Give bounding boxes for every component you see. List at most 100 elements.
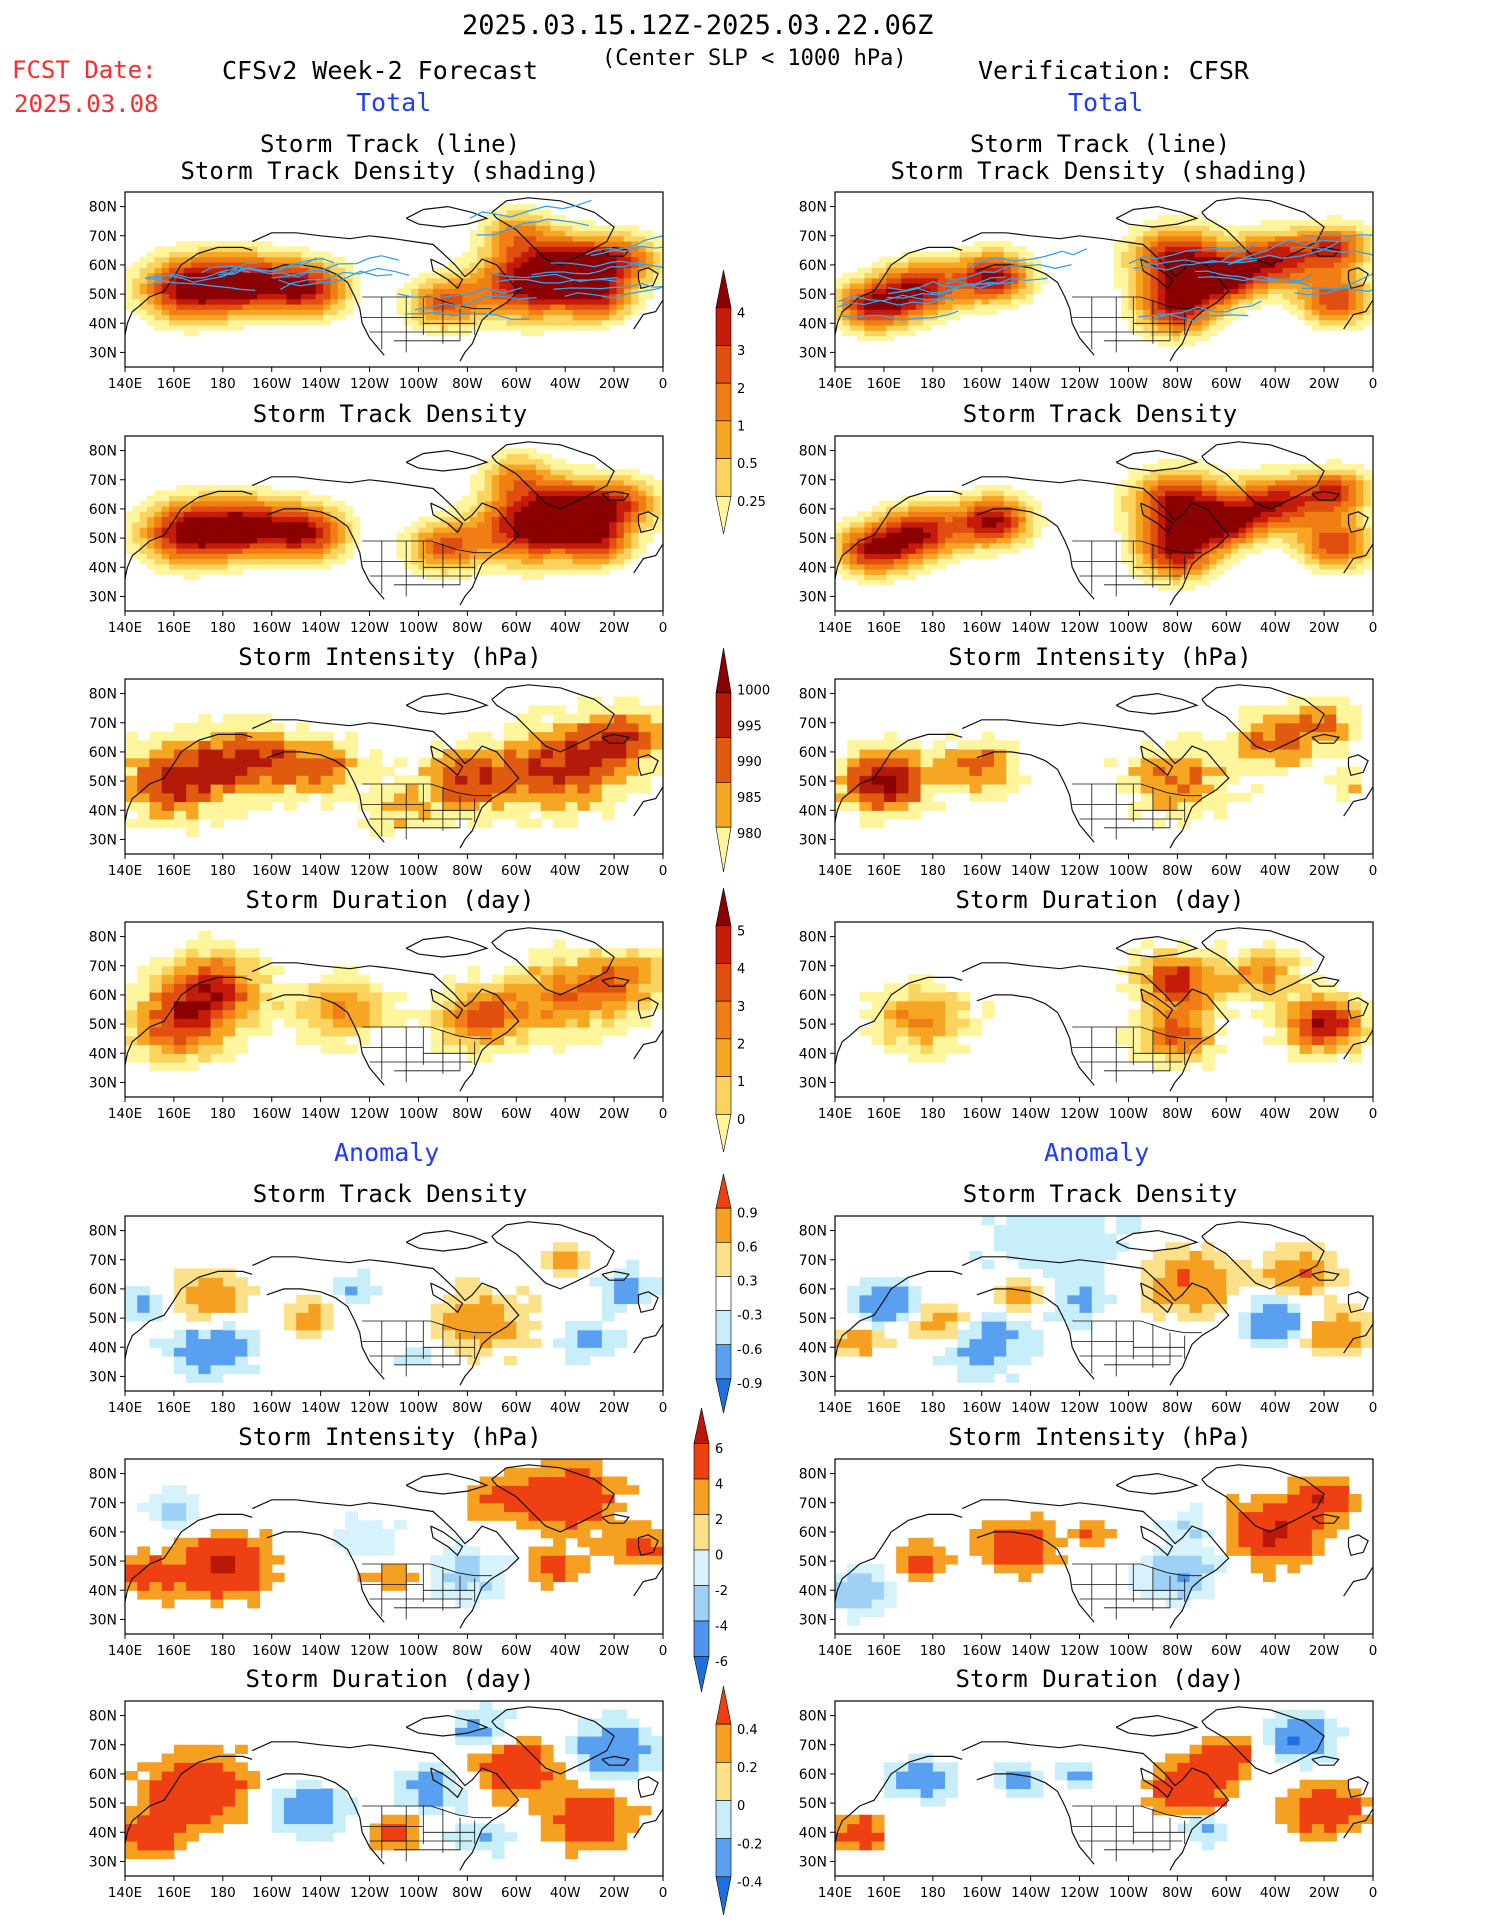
- lat-tick-label: 50N: [799, 287, 827, 303]
- lon-tick-label: 100W: [399, 863, 438, 879]
- lon-tick-label: 140E: [108, 863, 142, 879]
- lon-tick-label: 80W: [452, 1643, 483, 1659]
- lon-tick-label: 40W: [550, 376, 581, 392]
- lat-tick-label: 40N: [89, 1046, 117, 1062]
- lon-tick-label: 120W: [1060, 1643, 1099, 1659]
- lat-tick-label: 60N: [799, 258, 827, 274]
- lon-tick-label: 60W: [501, 1106, 532, 1122]
- lon-tick-label: 80W: [1162, 863, 1193, 879]
- lat-tick-label: 40N: [799, 1825, 827, 1841]
- colorbar-tick-label: 980: [737, 827, 762, 842]
- lon-tick-label: 140W: [301, 1885, 340, 1901]
- lon-tick-label: 140E: [108, 1885, 142, 1901]
- lon-tick-label: 140W: [1011, 863, 1050, 879]
- lat-tick-label: 80N: [799, 687, 827, 703]
- title-left-track-line: Storm Track (line): [259, 130, 521, 158]
- lat-tick-label: 40N: [89, 560, 117, 576]
- colorbar-tick-label: 0: [715, 1548, 723, 1563]
- period-title: 2025.03.15.12Z-2025.03.22.06Z: [462, 10, 934, 41]
- lat-tick-label: 70N: [799, 716, 827, 732]
- lon-tick-label: 100W: [399, 1106, 438, 1122]
- lat-tick-label: 40N: [799, 1583, 827, 1599]
- lat-tick-label: 60N: [89, 988, 117, 1004]
- lat-tick-label: 30N: [799, 1612, 827, 1628]
- colorbar-tick-label: 2: [715, 1513, 723, 1528]
- colorbar-anomaly-intensity: 6 4 2 0 -2 -4 -6: [693, 1407, 728, 1693]
- lon-tick-label: 60W: [1211, 376, 1242, 392]
- colorbar-tick-label: 2: [737, 382, 745, 397]
- lon-tick-label: 40W: [550, 863, 581, 879]
- lat-tick-label: 70N: [799, 1738, 827, 1754]
- lat-tick-label: 30N: [89, 1369, 117, 1385]
- lon-tick-label: 100W: [399, 620, 438, 636]
- lat-tick-label: 60N: [89, 1525, 117, 1541]
- lat-tick-label: 80N: [799, 1224, 827, 1240]
- lon-tick-label: 80W: [452, 1400, 483, 1416]
- lat-tick-label: 40N: [89, 316, 117, 332]
- lon-tick-label: 100W: [1109, 1885, 1148, 1901]
- left-anomaly-label: Anomaly: [334, 1138, 440, 1167]
- lat-tick-label: 30N: [89, 589, 117, 605]
- lon-tick-label: 60W: [501, 863, 532, 879]
- lon-tick-label: 20W: [599, 863, 630, 879]
- colorbar-tick-label: 0.5: [737, 457, 758, 472]
- colorbar-tick-label: 5: [737, 924, 745, 939]
- lon-tick-label: 20W: [1309, 863, 1340, 879]
- lon-tick-label: 140E: [818, 376, 852, 392]
- lat-tick-label: 80N: [89, 200, 117, 216]
- colorbar-tick-label: -6: [715, 1655, 728, 1670]
- lon-tick-label: 0: [659, 1106, 668, 1122]
- lon-tick-label: 120W: [350, 620, 389, 636]
- colorbar-tick-label: 990: [737, 755, 762, 770]
- lat-tick-label: 80N: [89, 444, 117, 460]
- lon-tick-label: 20W: [1309, 1400, 1340, 1416]
- lat-tick-label: 80N: [799, 1467, 827, 1483]
- lat-tick-label: 30N: [89, 1075, 117, 1091]
- title-right-density-anom: Storm Track Density: [962, 1180, 1238, 1208]
- lon-tick-label: 40W: [1260, 1400, 1291, 1416]
- lon-tick-label: 20W: [599, 1400, 630, 1416]
- colorbar-tick-label: 0.2: [737, 1761, 758, 1776]
- lon-tick-label: 180: [210, 1400, 236, 1416]
- lon-tick-label: 140W: [1011, 620, 1050, 636]
- lon-tick-label: 160E: [157, 1400, 191, 1416]
- lat-tick-label: 50N: [89, 1796, 117, 1812]
- map-forecast-density-anomaly: 80N 70N 60N 50N 40N 30N 140E 160E 180 160W 140W 120…: [89, 1215, 667, 1416]
- title-right-intensity: Storm Intensity (hPa): [948, 643, 1252, 671]
- lon-tick-label: 180: [920, 620, 946, 636]
- lon-tick-label: 180: [210, 863, 236, 879]
- lat-tick-label: 80N: [799, 444, 827, 460]
- lat-tick-label: 80N: [89, 687, 117, 703]
- colorbar-tick-label: 0: [737, 1799, 745, 1814]
- lat-tick-label: 70N: [89, 1496, 117, 1512]
- lon-tick-label: 120W: [350, 863, 389, 879]
- lon-tick-label: 120W: [1060, 1400, 1099, 1416]
- lat-tick-label: 80N: [799, 1709, 827, 1725]
- lon-tick-label: 140W: [301, 376, 340, 392]
- title-right-track-line: Storm Track (line): [969, 130, 1231, 158]
- lon-tick-label: 140E: [108, 620, 142, 636]
- colorbar-total-duration: 5 4 3 2 1 0: [715, 887, 745, 1153]
- title-left-intensity-anom: Storm Intensity (hPa): [238, 1423, 542, 1451]
- map-verification-density-anomaly: 80N 70N 60N 50N 40N 30N 140E 160E 180 160W 140W 120…: [799, 1215, 1377, 1416]
- lon-tick-label: 180: [920, 1643, 946, 1659]
- lon-tick-label: 0: [1369, 1643, 1378, 1659]
- title-left-duration-anom: Storm Duration (day): [245, 1665, 535, 1693]
- lat-tick-label: 70N: [799, 1496, 827, 1512]
- title-right-density: Storm Track Density: [962, 400, 1238, 428]
- lon-tick-label: 120W: [1060, 863, 1099, 879]
- lon-tick-label: 20W: [1309, 376, 1340, 392]
- lat-tick-label: 70N: [799, 1253, 827, 1269]
- lon-tick-label: 80W: [452, 863, 483, 879]
- lat-tick-label: 70N: [89, 716, 117, 732]
- colorbar-total-density: 4 3 2 1 0.5 0.25: [715, 269, 766, 535]
- lon-tick-label: 180: [920, 863, 946, 879]
- lon-tick-label: 140E: [108, 376, 142, 392]
- colorbar-tick-label: 0.9: [737, 1206, 758, 1221]
- map-forecast-duration-anomaly: 80N 70N 60N 50N 40N 30N 140E 160E 180 160W 140W 120…: [89, 1700, 667, 1901]
- lat-tick-label: 80N: [89, 1467, 117, 1483]
- lon-tick-label: 160E: [867, 620, 901, 636]
- lon-tick-label: 160W: [252, 1400, 291, 1416]
- lat-tick-label: 80N: [799, 200, 827, 216]
- lat-tick-label: 30N: [89, 832, 117, 848]
